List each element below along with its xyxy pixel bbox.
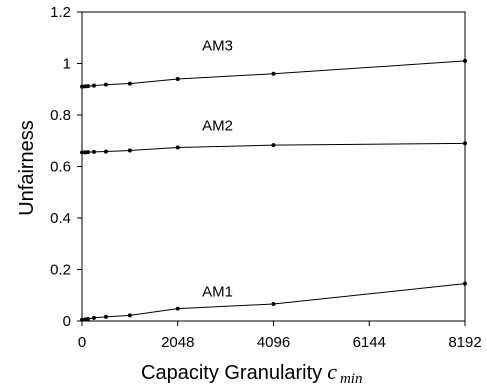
series-labels: AM3 AM2 AM1 [202,38,233,301]
y-tick-label: 0 [63,313,71,330]
series-label-am1: AM1 [202,284,233,301]
data-point [463,58,467,63]
data-point [127,81,132,86]
x-axis-title-subscript: min [340,371,363,387]
data-point [463,141,467,146]
series-am1 [80,281,467,322]
data-point [80,317,85,322]
data-point [91,149,96,154]
y-tick-label: 1.2 [50,4,71,21]
y-tick-label: 0.4 [50,210,71,227]
data-point [91,315,96,320]
data-point [91,83,96,88]
data-point [271,71,276,76]
x-tick-label: 6144 [353,334,386,351]
x-tick-label: 2048 [161,334,194,351]
series-label-am3: AM3 [202,38,233,55]
y-tick-label: 1 [63,56,71,73]
y-axis-title: Unfairness [16,120,38,216]
data-point [85,150,90,155]
plot-frame [81,11,466,322]
x-tick-label: 0 [78,334,86,351]
data-point [271,143,276,148]
data-point [103,149,108,154]
data-point [175,76,180,81]
data-point [80,84,85,89]
x-axis-ticks: 0 2048 4096 6144 8192 [78,321,482,351]
data-point [82,317,87,322]
y-tick-label: 0.8 [50,107,71,124]
series-am3 [80,58,467,89]
data-point [103,82,108,87]
y-axis-ticks: 0 0.2 0.4 0.6 0.8 1 1.2 [50,4,82,330]
data-point [85,84,90,89]
data-point [127,148,132,153]
data-point [175,145,180,150]
data-point [82,84,87,89]
y-tick-label: 0.6 [50,159,71,176]
data-point [80,150,85,155]
data-point [127,313,132,318]
y-tick-label: 0.2 [50,262,71,279]
data-point [175,306,180,311]
series-line-am1 [82,283,466,321]
data-point [103,314,108,319]
x-axis-title-text: Capacity Granularity [141,362,322,384]
x-axis-title: Capacity Granularity c min [141,359,362,387]
series-am2 [80,141,467,155]
data-point [85,316,90,321]
x-tick-label: 4096 [257,334,290,351]
series-lines [80,58,467,322]
series-label-am2: AM2 [202,117,233,134]
plot-area [81,11,466,322]
x-tick-label: 8192 [448,334,481,351]
data-point [271,302,276,307]
data-point [82,150,87,155]
x-axis-title-symbol: c [327,359,337,384]
data-point [463,281,467,286]
